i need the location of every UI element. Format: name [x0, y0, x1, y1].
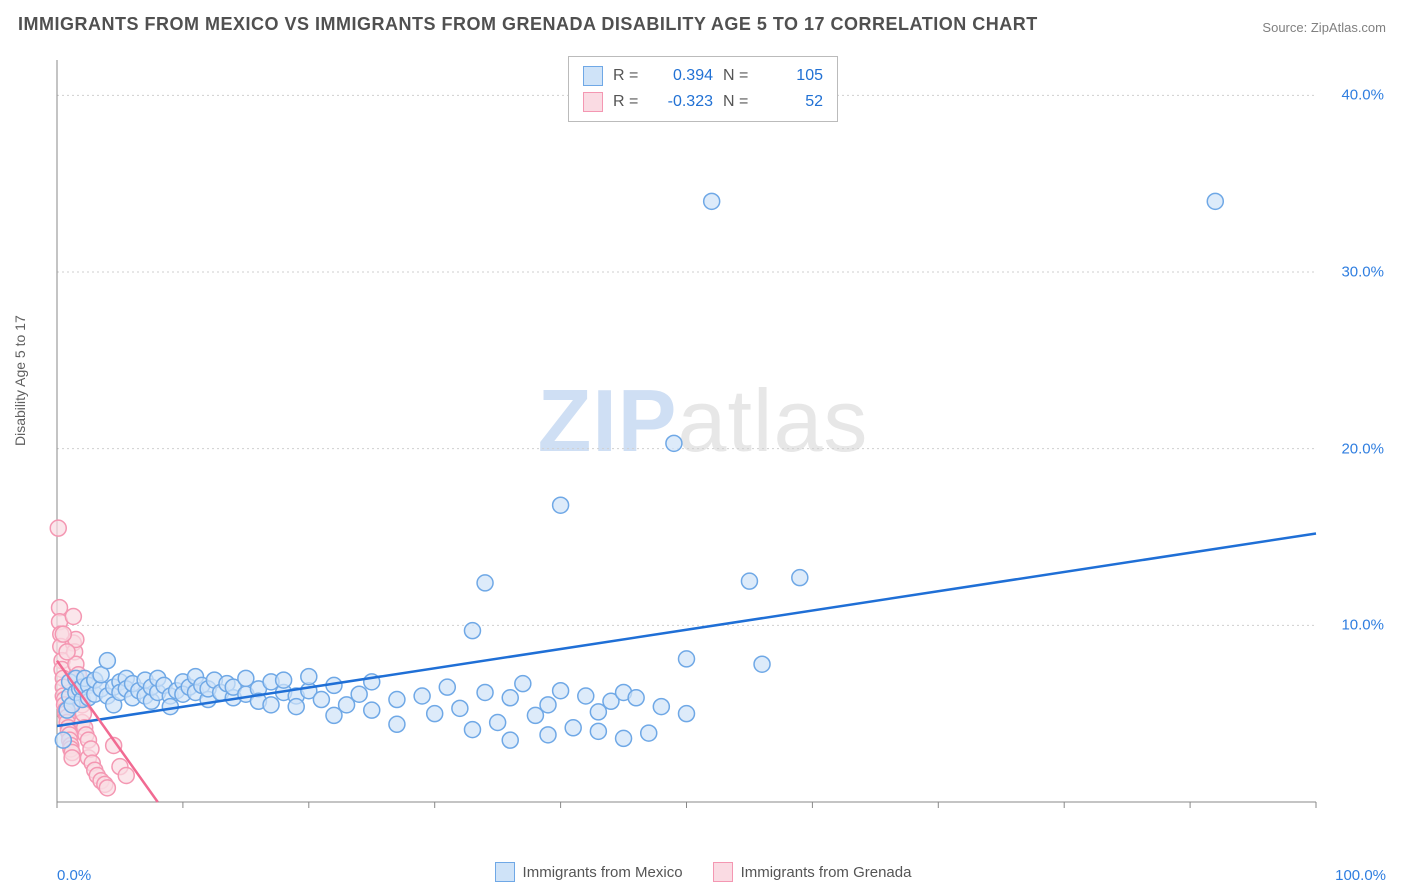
legend-label-mexico: Immigrants from Mexico — [523, 864, 683, 881]
y-axis-label: Disability Age 5 to 17 — [12, 315, 28, 446]
legend-swatch-mexico — [495, 862, 515, 882]
r-value-grenada: -0.323 — [653, 93, 713, 111]
n-value-mexico: 105 — [763, 67, 823, 85]
r-label: R = — [613, 93, 643, 111]
stats-row-mexico: R = 0.394 N = 105 — [583, 63, 823, 89]
source-value: ZipAtlas.com — [1311, 20, 1386, 35]
y-tick: 30.0% — [1341, 264, 1384, 281]
stats-row-grenada: R = -0.323 N = 52 — [583, 89, 823, 115]
y-tick: 10.0% — [1341, 617, 1384, 634]
scatter-plot — [47, 50, 1386, 842]
y-tick: 40.0% — [1341, 87, 1384, 104]
swatch-grenada — [583, 92, 603, 112]
n-value-grenada: 52 — [763, 93, 823, 111]
legend-label-grenada: Immigrants from Grenada — [741, 864, 912, 881]
legend-item-mexico: Immigrants from Mexico — [495, 862, 683, 882]
x-tick-max: 100.0% — [1335, 867, 1386, 884]
swatch-mexico — [583, 66, 603, 86]
r-label: R = — [613, 67, 643, 85]
legend-swatch-grenada — [713, 862, 733, 882]
y-tick: 20.0% — [1341, 440, 1384, 457]
n-label: N = — [723, 93, 753, 111]
stats-legend: R = 0.394 N = 105 R = -0.323 N = 52 — [568, 56, 838, 122]
bottom-legend: Immigrants from Mexico Immigrants from G… — [0, 862, 1406, 882]
r-value-mexico: 0.394 — [653, 67, 713, 85]
legend-item-grenada: Immigrants from Grenada — [713, 862, 912, 882]
n-label: N = — [723, 67, 753, 85]
source-label: Source: — [1262, 20, 1307, 35]
x-tick-min: 0.0% — [57, 867, 91, 884]
chart-title: IMMIGRANTS FROM MEXICO VS IMMIGRANTS FRO… — [18, 14, 1038, 35]
source-attribution: Source: ZipAtlas.com — [1262, 20, 1386, 35]
